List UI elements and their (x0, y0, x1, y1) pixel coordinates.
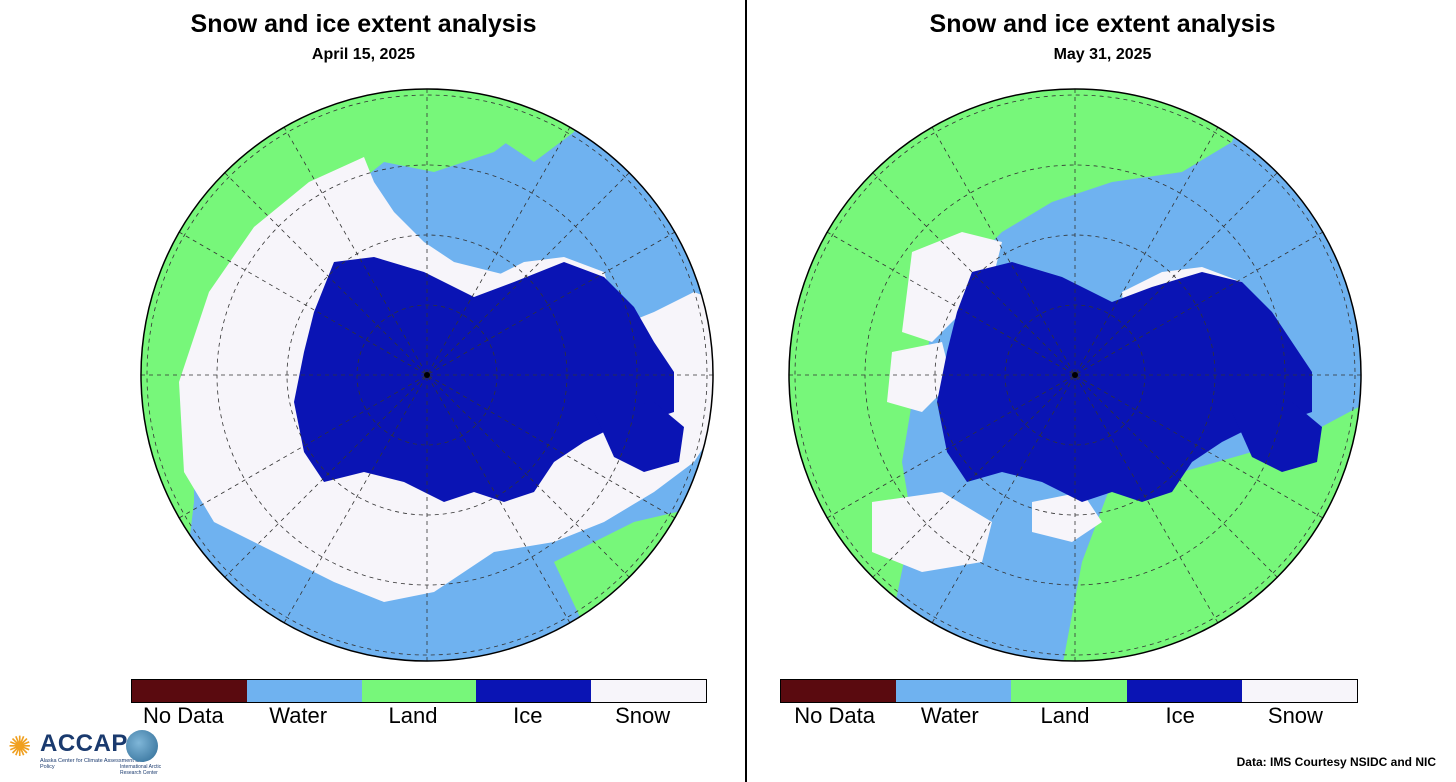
legend-swatch-no-data (781, 680, 897, 702)
legend-label-no-data: No Data (143, 703, 224, 728)
panel-may: Snow and ice extent analysis May 31, 202… (729, 0, 1456, 782)
snow-region (1032, 492, 1102, 542)
ice-region (594, 402, 684, 472)
accap-logo: ✺ ACCAP Alaska Center for Climate Assess… (8, 728, 178, 778)
legend-swatch-land (1011, 680, 1127, 702)
legend-label-ice: Ice (1165, 703, 1195, 728)
logo-subtitle: Alaska Center for Climate Assessment and… (40, 758, 145, 770)
legend-swatch-no-data (132, 680, 247, 702)
ice-region (937, 262, 1312, 502)
snow-region (902, 232, 1002, 342)
legend-label-no-data: No Data (794, 703, 875, 728)
legend-label-water: Water (269, 703, 328, 728)
ice-region (1232, 402, 1322, 472)
polar-map-april (140, 88, 714, 662)
map-title: Snow and ice extent analysis (190, 10, 537, 38)
sun-icon: ✺ (8, 731, 32, 762)
map-title: Snow and ice extent analysis (929, 10, 1276, 38)
legend-labels: No Data Water Land Ice Snow (126, 703, 700, 729)
logo-brand: ACCAP (40, 730, 128, 757)
panel-april: Snow and ice extent analysis April 15, 2… (0, 0, 727, 782)
legend-label-land: Land (1040, 703, 1090, 728)
map-date: May 31, 2025 (1053, 46, 1152, 63)
legend-label-land: Land (388, 703, 438, 728)
legend-label-snow: Snow (1267, 703, 1323, 728)
snow-region (887, 342, 952, 412)
legend-swatch-snow (1241, 680, 1358, 702)
legend-swatch-land (361, 680, 477, 702)
logo-subtitle-2: International Arctic Research Center (120, 764, 162, 776)
legend-swatch-ice (476, 680, 592, 702)
land-region (141, 89, 554, 661)
legend-label-ice: Ice (513, 703, 543, 728)
legend-bar (131, 679, 707, 703)
legend-swatch-snow (591, 680, 706, 702)
legend-swatch-water (246, 680, 362, 702)
legend-label-snow: Snow (615, 703, 671, 728)
polar-map-may (788, 88, 1362, 662)
legend-swatch-ice (1126, 680, 1242, 702)
legend-label-water: Water (920, 703, 979, 728)
map-date: April 15, 2025 (311, 46, 416, 63)
legend-bar (780, 679, 1358, 703)
globe-icon (126, 730, 158, 762)
legend-labels: No Data Water Land Ice Snow (777, 703, 1353, 729)
data-credit: Data: IMS Courtesy NSIDC and NIC (1236, 755, 1436, 769)
panel-divider (745, 0, 747, 782)
legend-swatch-water (896, 680, 1012, 702)
